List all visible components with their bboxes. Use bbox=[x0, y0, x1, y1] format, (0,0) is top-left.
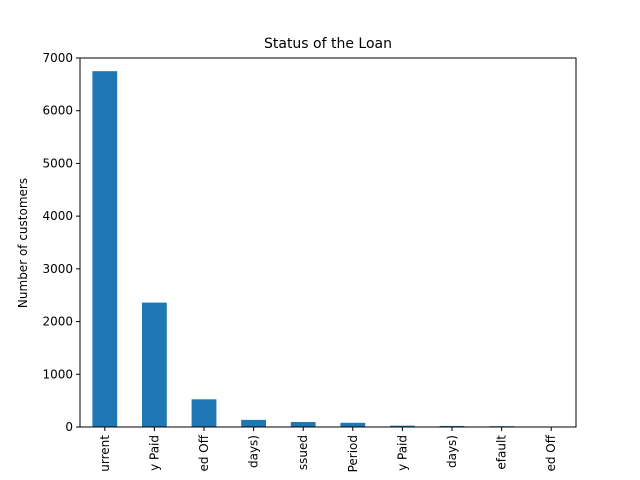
bar-7 bbox=[439, 425, 465, 427]
x-tick-label-1: y Paid bbox=[147, 435, 161, 471]
plot-frame bbox=[79, 57, 577, 428]
y-axis: 0 1000 2000 3000 4000 5000 6000 7000 bbox=[42, 51, 80, 434]
x-axis: urrent y Paid ed Off days) ssued Period y Paid… bbox=[98, 427, 558, 472]
x-tick-label-7: days) bbox=[445, 435, 459, 468]
x-tick-label-0: urrent bbox=[98, 435, 112, 472]
bar-5 bbox=[340, 422, 366, 427]
y-tick-label-5: 5000 bbox=[42, 156, 73, 170]
x-tick-label-5: Period bbox=[346, 435, 360, 472]
x-tick-label-6: y Paid bbox=[395, 435, 409, 471]
y-tick-label-1: 1000 bbox=[42, 367, 73, 381]
bars-group bbox=[92, 71, 564, 427]
bar-4 bbox=[290, 421, 316, 427]
bar-1 bbox=[142, 302, 167, 427]
y-tick-label-3: 3000 bbox=[42, 262, 73, 276]
bar-0 bbox=[92, 71, 118, 427]
y-tick-label-7: 7000 bbox=[42, 51, 73, 65]
y-tick-label-2: 2000 bbox=[42, 315, 73, 329]
bar-6 bbox=[390, 425, 415, 427]
x-tick-label-8: efault bbox=[495, 435, 509, 470]
y-tick-label-0: 0 bbox=[65, 420, 73, 434]
x-tick-label-4: ssued bbox=[296, 435, 310, 470]
x-tick-label-3: days) bbox=[247, 435, 261, 468]
chart-title: Status of the Loan bbox=[264, 36, 392, 52]
y-axis-title: Number of customers bbox=[16, 178, 30, 308]
x-tick-label-9: ed Off bbox=[544, 434, 558, 471]
y-tick-label-4: 4000 bbox=[42, 209, 73, 223]
y-tick-label-6: 6000 bbox=[42, 104, 73, 118]
x-tick-label-2: ed Off bbox=[197, 434, 211, 471]
bar-3 bbox=[241, 419, 266, 427]
bar-2 bbox=[191, 399, 217, 427]
